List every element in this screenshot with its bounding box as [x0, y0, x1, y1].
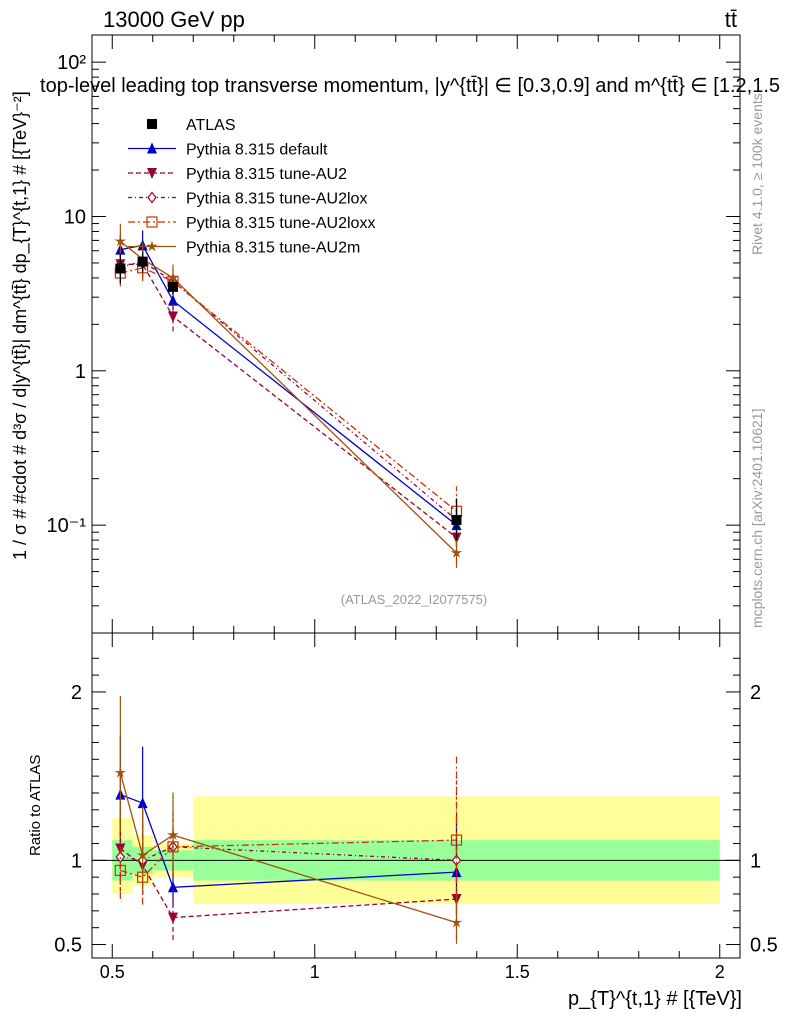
ratio-line-4 [119, 772, 457, 924]
ratio-point-1-2 [168, 912, 178, 924]
legend-marker-3 [147, 191, 157, 204]
legend-label-4: Pythia 8.315 tune-AU2loxx [186, 215, 375, 232]
legend-marker-5 [146, 240, 158, 252]
ratio-line-1 [119, 848, 457, 919]
ratio-tick-label-left-1: 1 [71, 850, 82, 872]
atlas-point-0 [115, 263, 126, 274]
series-point-4-2 [167, 271, 179, 283]
ratio-point-2-0 [115, 851, 126, 863]
ratio-tick-label-right-1: 1 [750, 850, 761, 872]
ratio-tick-label-right-0: 0.5 [750, 935, 778, 957]
atlas-point-3 [451, 514, 462, 525]
x-axis-label: p_{T}^{t,1} # [{TeV}] [568, 988, 742, 1010]
legend-marker-0 [147, 119, 157, 129]
ratio-plot-frame [91, 632, 741, 959]
ratio-point-3-0 [114, 864, 126, 877]
analysis-id: (ATLAS_2022_I2077575) [341, 592, 487, 607]
ratio-point-4-0 [114, 766, 127, 778]
series-line-4 [119, 240, 457, 554]
y-axis-label: 1 / σ # #cdot # d³σ / d|y^{tt̄}| dm^{tt̄… [10, 91, 31, 560]
series-line-3 [120, 267, 457, 512]
series-point-4-3 [450, 547, 463, 558]
y-tick-label-2: 10 [64, 206, 86, 228]
legend-label-1: Pythia 8.315 default [186, 142, 328, 159]
legend-label-2: Pythia 8.315 tune-AU2 [186, 166, 347, 183]
chart-title: top-level leading top transverse momentu… [40, 75, 780, 97]
side-label-bottom: mcplots.cern.ch [arXiv:2401.10621] [749, 409, 765, 628]
legend-label-0: ATLAS [186, 117, 236, 134]
ratio-line-2 [120, 846, 457, 862]
header-left: 13000 GeV pp [103, 7, 245, 32]
y-tick-label-3: 10² [57, 52, 86, 74]
ratio-line-3 [120, 839, 457, 878]
series-point-4-0 [114, 235, 127, 247]
x-tick-label-2: 1.5 [505, 962, 530, 982]
series-line-2 [120, 260, 457, 521]
ratio-point-3-3 [450, 834, 463, 846]
x-tick-label-0: 0.5 [100, 962, 125, 982]
ratio-tick-label-right-2: 2 [750, 682, 761, 704]
ratio-y-axis-label: Ratio to ATLAS [27, 755, 44, 856]
ratio-point-4-1 [136, 849, 149, 861]
atlas-point-2 [168, 281, 178, 292]
series-line-0 [120, 244, 457, 526]
series-point-0-2 [168, 294, 178, 306]
legend-marker-1 [147, 142, 157, 154]
x-tick-label-1: 1 [310, 962, 320, 982]
ratio-point-4-2 [167, 829, 179, 840]
legend-label-5: Pythia 8.315 tune-AU2m [186, 240, 360, 257]
ratio-point-0-2 [168, 881, 178, 893]
ratio-point-0-1 [137, 797, 148, 809]
y-tick-label-0: 10⁻¹ [47, 515, 87, 537]
ratio-tick-label-left-2: 2 [71, 682, 82, 704]
x-tick-label-3: 2 [715, 962, 725, 982]
atlas-point-1 [137, 256, 148, 267]
side-label-top: Rivet 4.1.0, ≥ 100k events [749, 93, 765, 255]
legend-marker-4 [146, 216, 158, 228]
ratio-tick-label-left-0: 0.5 [54, 935, 82, 957]
ratio-point-4-3 [450, 916, 463, 928]
y-tick-label-1: 1 [75, 361, 86, 383]
legend-marker-2 [147, 168, 157, 179]
header-right: tt̄ [725, 7, 737, 32]
series-point-1-2 [168, 311, 178, 323]
legend-label-3: Pythia 8.315 tune-AU2lox [186, 191, 367, 208]
